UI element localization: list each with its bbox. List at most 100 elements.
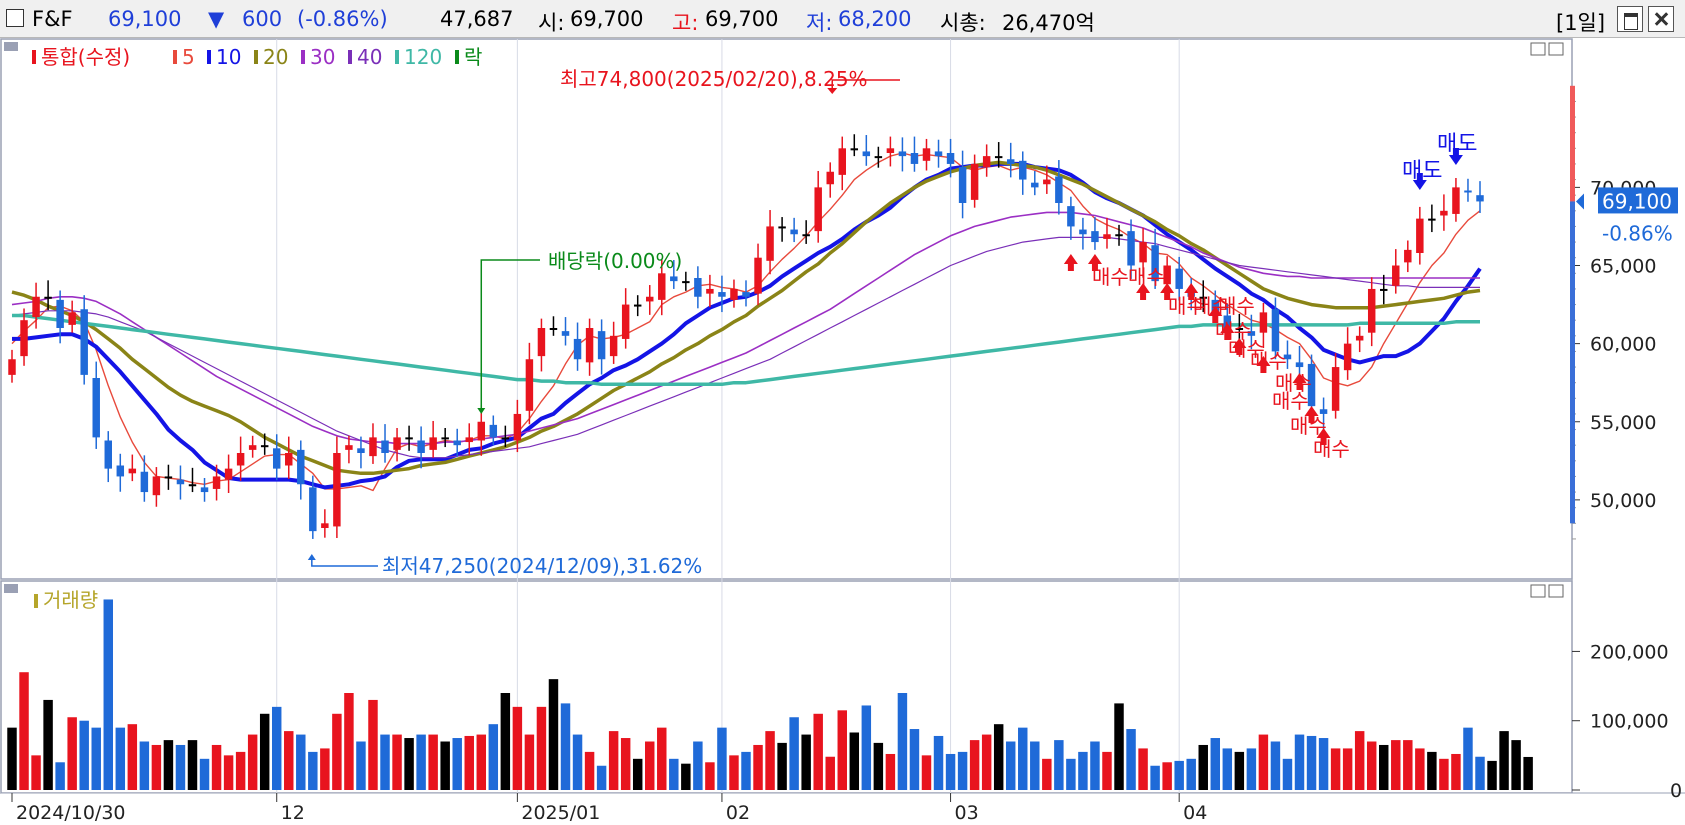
ma40-line [11,236,1480,459]
high-arrow-icon [827,88,838,94]
volume-bar [1222,748,1233,790]
candle-body [1307,363,1316,407]
candle-body [573,338,582,360]
volume-bar [608,731,619,790]
legend-swatch [455,50,459,64]
volume-panel-handle-icon[interactable] [4,584,18,593]
minimize-icon[interactable] [1617,6,1643,32]
candle-body [20,320,28,357]
axis-range-down [1570,201,1575,524]
legend-swatch [207,50,211,64]
candle-body [1079,229,1087,235]
buy-signal-label: 매수 [1272,389,1309,413]
panel-close-icon[interactable] [1548,42,1564,56]
candle-body [1006,159,1015,164]
candle-body [513,413,522,441]
volume-bar [1198,744,1208,790]
candle-body [1115,234,1123,237]
volume-bar [1246,748,1257,790]
volume-bar [693,741,703,790]
candle-body [1043,179,1051,185]
panel-maximize-icon[interactable] [1530,42,1546,56]
volume-maximize-icon[interactable] [1530,584,1546,598]
candle-body [1380,288,1388,291]
volume-bar [837,710,847,790]
volume-bar [1066,758,1076,790]
volume-bar [849,732,860,790]
volume-bar [945,753,956,790]
candle-body [164,476,173,479]
volume-bar [861,705,872,790]
volume-bar [151,744,162,790]
volume-bar [139,741,150,790]
candle-body [1103,234,1111,239]
volume-bar [1427,751,1437,790]
y-tick-label: 60,000 [1590,334,1656,356]
legend-swatch [173,50,177,64]
volume-bar [957,751,968,790]
volume-bar [657,727,667,790]
period-selector[interactable]: [1일] [1556,11,1606,35]
volume-bar [921,755,932,790]
open-label: 시: [538,11,565,35]
candle-body [1151,245,1159,282]
volume-bar [476,734,487,790]
volume-bar [1475,756,1485,790]
legend-label-6: 120 [404,45,442,69]
low-annotation: 최저47,250(2024/12/09),31.62% [382,554,702,578]
candle-body [248,445,257,450]
volume-bar [596,765,607,790]
volume-bar [825,756,835,790]
volume-bar [127,724,138,790]
panel-handle-icon[interactable] [4,42,18,51]
candle-body [754,257,762,294]
candle-body [200,487,209,493]
candle-body [958,167,967,203]
stock-name: F&F [32,7,73,31]
candle-body [1235,328,1244,330]
volume-bar [620,738,631,790]
candle-body [718,292,726,297]
candle-body [417,440,425,453]
candle-body [898,151,907,157]
candle-body [814,187,822,232]
volume-bar [969,740,980,790]
candle-body [1392,265,1400,286]
volume-bar [356,741,366,790]
candle-body [1163,265,1171,285]
volume-bar [488,724,499,790]
sell-arrow-stem [1452,148,1459,156]
candle-body [850,148,859,151]
sell-arrow-icon [1412,180,1427,190]
close-icon[interactable] [1648,6,1674,32]
buy-arrow-icon [1304,406,1319,416]
candle-body [32,296,40,318]
volume-bar [308,751,318,790]
volume-bar [1366,741,1377,790]
candle-body [333,453,341,527]
volume-bar [380,734,390,790]
candle-body [1464,190,1472,193]
buy-signal-label: 매수 [1218,294,1255,318]
candle-body [285,453,293,466]
buy-signal-label: 매수 [1168,294,1205,318]
candle-body [1319,409,1328,414]
stock-chart[interactable]: 2024/10/30 12 2025/01 02 03 04 50,000 55,000 60,… [0,38,1685,825]
buy-arrow-stem [1067,263,1074,271]
volume-bar [1306,735,1317,790]
candle-body [658,273,666,300]
price-tag-box [1598,187,1678,214]
candle-body [441,437,449,440]
candle-body [1091,231,1099,243]
volume-close-icon[interactable] [1548,584,1564,598]
candle-body [1019,160,1027,180]
candle-body [621,304,630,339]
volume-bar [1174,760,1184,790]
volume-y-label: 100,000 [1590,711,1669,733]
select-checkbox[interactable] [6,9,24,27]
legend-swatch [301,50,305,64]
buy-arrow-icon [1136,283,1151,293]
volume-bar [1487,760,1497,790]
candle-body [236,453,245,466]
candle-body [838,148,846,175]
